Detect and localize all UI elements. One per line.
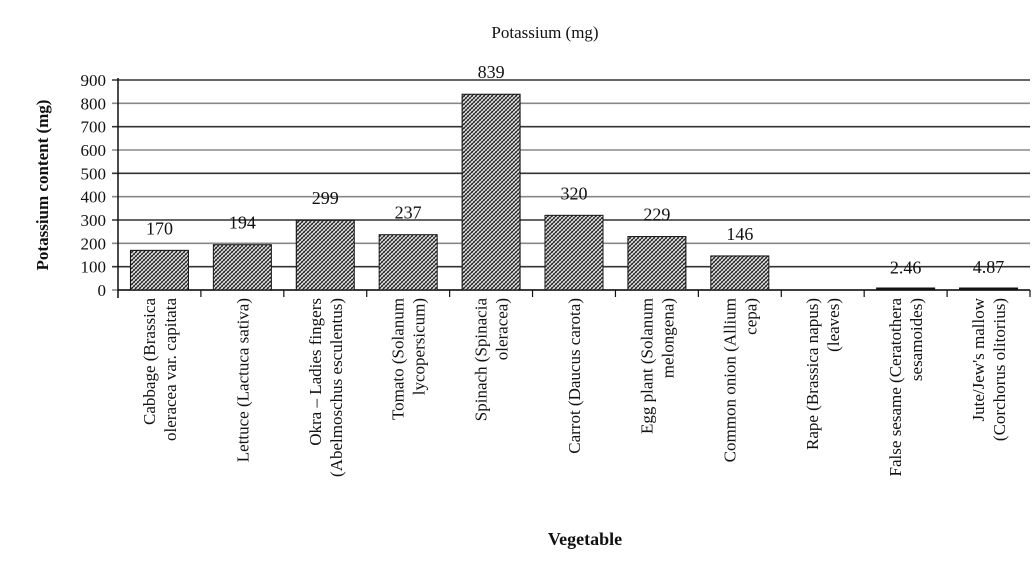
- y-tick-label: 300: [81, 211, 107, 230]
- chart-title: Potassium (mg): [491, 23, 598, 42]
- y-tick-label: 600: [81, 141, 107, 160]
- x-tick-label: Spinach (Spinacia oleracea): [472, 298, 512, 422]
- data-label: 320: [561, 183, 588, 203]
- x-tick-label-line: cepa): [741, 298, 760, 335]
- x-tick-label: Rape (Brassica napus) (leaves): [803, 298, 843, 450]
- x-tick-label: False sesame (Ceratothera sesamoides): [886, 298, 926, 477]
- data-label: 299: [312, 188, 339, 208]
- data-label: 194: [229, 213, 256, 233]
- data-label: 229: [643, 205, 670, 225]
- x-tick-label-line: Tomato (Solanum: [389, 298, 408, 420]
- bar: [544, 214, 604, 291]
- x-tick-label-line: Common onion (Allium: [720, 298, 739, 462]
- x-tick-label-line: (Corchorus olitorius): [990, 298, 1009, 441]
- y-tick-label: 0: [98, 281, 107, 300]
- x-tick-label-line: Spinach (Spinacia: [472, 298, 491, 422]
- y-tick-label: 200: [81, 234, 107, 253]
- x-tick-label-line: oleracea var. capitata: [161, 298, 180, 441]
- x-tick-label-line: Egg plant (Solanum: [637, 298, 656, 434]
- x-tick-label-line: Lettuce (Lactuca sativa): [233, 298, 252, 462]
- bar: [461, 93, 521, 291]
- x-tick-label-line: False sesame (Ceratothera: [886, 298, 905, 477]
- data-label: 170: [146, 218, 173, 238]
- bar: [295, 219, 355, 291]
- bar: [212, 244, 272, 291]
- x-tick-label-line: lycopersicum): [410, 298, 429, 395]
- x-tick-label: Tomato (Solanum lycopersicum): [389, 298, 429, 420]
- data-label: 146: [726, 224, 753, 244]
- x-tick-label-line: (Abelmoschus esculentus): [327, 298, 346, 477]
- x-tick-label: Lettuce (Lactuca sativa): [233, 298, 252, 462]
- data-label: 839: [478, 62, 505, 82]
- y-tick-label: 700: [81, 118, 107, 137]
- x-tick-label: Egg plant (Solanum melongena): [637, 298, 677, 434]
- data-label: 4.87: [973, 257, 1005, 277]
- x-tick-label: Cabbage (Brassica oleracea var. capitata: [140, 298, 180, 441]
- bar: [959, 287, 1019, 291]
- y-tick-label: 500: [81, 164, 107, 183]
- x-tick-label: Carrot (Daucus carota): [565, 298, 584, 454]
- x-tick-label-line: oleracea): [493, 298, 512, 360]
- x-tick-label-line: (leaves): [824, 298, 843, 352]
- y-tick-label: 800: [81, 94, 107, 113]
- x-tick-label-line: sesamoides): [907, 298, 926, 381]
- x-tick-label: Okra – Ladies fingers (Abelmoschus escule…: [306, 298, 346, 477]
- y-tick-label: 100: [81, 258, 107, 277]
- x-tick-label: Common onion (Allium cepa): [720, 298, 760, 462]
- x-tick-label-line: Jute/Jew's mallow: [969, 297, 988, 421]
- bar: [378, 234, 438, 291]
- x-axis-label: Vegetable: [548, 529, 622, 549]
- bar: [627, 236, 687, 291]
- y-tick-label: 400: [81, 188, 107, 207]
- data-label: 237: [395, 203, 422, 223]
- bar: [710, 255, 770, 291]
- bar: [129, 249, 189, 291]
- x-tick-label: Jute/Jew's mallow (Corchorus olitorius): [969, 297, 1009, 441]
- x-tick-label-line: Okra – Ladies fingers: [306, 298, 325, 446]
- data-label: 2.46: [890, 257, 922, 277]
- bar: [876, 287, 936, 291]
- x-tick-label-line: melongena): [658, 298, 677, 378]
- x-tick-label-line: Carrot (Daucus carota): [565, 298, 584, 454]
- x-tick-label-line: Cabbage (Brassica: [140, 298, 159, 425]
- x-tick-label-line: Rape (Brassica napus): [803, 298, 822, 450]
- y-tick-label: 900: [81, 71, 107, 90]
- y-axis-label: Potassium content (mg): [33, 100, 52, 271]
